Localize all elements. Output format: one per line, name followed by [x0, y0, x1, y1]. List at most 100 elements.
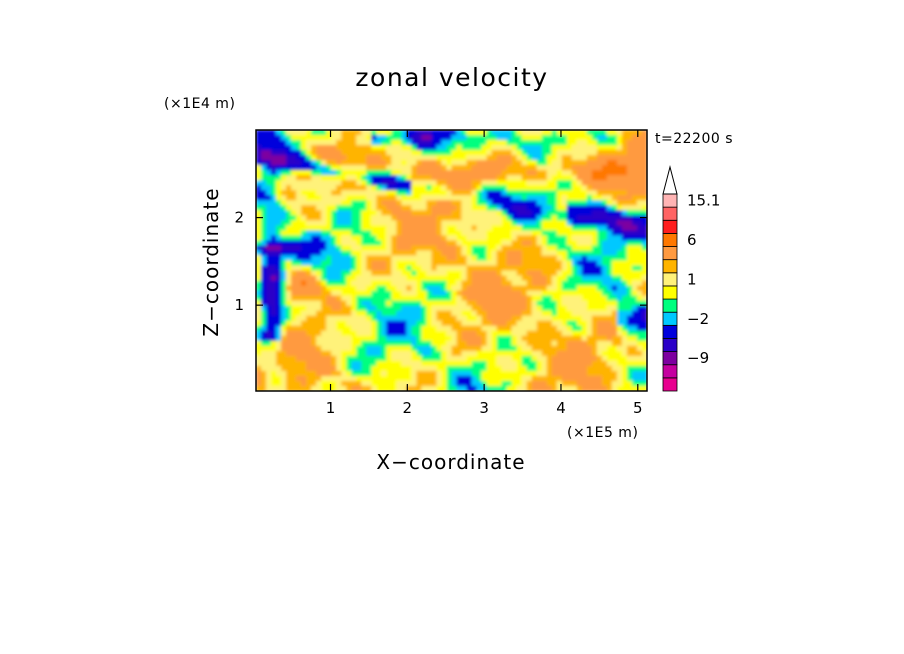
- field-cell: [496, 190, 503, 196]
- field-cell: [631, 325, 638, 332]
- field-cell: [296, 295, 302, 302]
- field-cell: [436, 180, 443, 186]
- field-cell: [276, 290, 282, 297]
- field-cell: [396, 205, 402, 211]
- field-cell: [391, 230, 397, 236]
- field-cell: [346, 345, 352, 352]
- field-cell: [371, 225, 377, 231]
- field-cell: [486, 355, 493, 362]
- field-cell: [256, 320, 262, 327]
- field-cell: [516, 310, 523, 317]
- field-cell: [391, 140, 397, 146]
- field-cell: [566, 185, 573, 191]
- field-cell: [506, 300, 513, 307]
- field-cell: [421, 190, 428, 196]
- field-cell: [546, 245, 553, 252]
- field-cell: [296, 190, 302, 196]
- field-cell: [621, 200, 628, 206]
- field-cell: [486, 325, 493, 332]
- field-cell: [501, 145, 508, 151]
- field-cell: [391, 375, 397, 382]
- field-cell: [371, 230, 377, 236]
- field-cell: [301, 325, 307, 332]
- field-cell: [451, 315, 458, 322]
- field-cell: [501, 285, 508, 292]
- field-cell: [406, 330, 412, 337]
- field-cell: [426, 380, 433, 387]
- field-cell: [371, 305, 377, 312]
- field-cell: [396, 270, 402, 277]
- field-cell: [361, 375, 367, 382]
- field-cell: [551, 150, 558, 156]
- field-cell: [371, 295, 377, 302]
- field-cell: [631, 375, 638, 382]
- field-cell: [641, 160, 647, 166]
- field-cell: [381, 360, 387, 367]
- field-cell: [606, 365, 613, 372]
- field-cell: [471, 280, 478, 287]
- field-cell: [421, 270, 428, 277]
- field-cell: [381, 205, 387, 211]
- field-cell: [601, 255, 608, 262]
- field-cell: [391, 315, 397, 322]
- field-cell: [621, 190, 628, 196]
- field-cell: [466, 315, 473, 322]
- field-cell: [391, 250, 397, 257]
- field-cell: [266, 375, 272, 382]
- field-cell: [266, 155, 272, 161]
- field-cell: [376, 325, 382, 332]
- field-cell: [511, 350, 518, 357]
- field-cell: [471, 275, 478, 282]
- field-cell: [356, 135, 362, 141]
- field-cell: [551, 360, 558, 367]
- field-cell: [581, 235, 588, 242]
- field-cell: [501, 155, 508, 161]
- field-cell: [456, 210, 463, 216]
- field-cell: [541, 295, 548, 302]
- field-cell: [571, 155, 578, 161]
- field-cell: [466, 280, 473, 287]
- field-cell: [631, 350, 638, 357]
- field-cell: [546, 155, 553, 161]
- field-cell: [336, 275, 342, 282]
- field-cell: [436, 355, 443, 362]
- field-cell: [416, 160, 423, 166]
- field-cell: [311, 205, 317, 211]
- field-cell: [446, 365, 453, 372]
- field-cell: [306, 370, 312, 377]
- field-cell: [456, 135, 463, 141]
- field-cell: [581, 210, 588, 216]
- field-cell: [431, 145, 438, 151]
- field-cell: [581, 255, 588, 262]
- field-cell: [441, 160, 448, 166]
- field-cell: [271, 205, 277, 211]
- field-cell: [276, 320, 282, 327]
- field-cell: [486, 315, 493, 322]
- field-cell: [556, 365, 563, 372]
- field-cell: [526, 335, 533, 342]
- field-cell: [546, 265, 553, 272]
- field-cell: [346, 285, 352, 292]
- field-cell: [426, 210, 433, 216]
- field-cell: [556, 225, 563, 231]
- field-cell: [461, 365, 468, 372]
- field-cell: [321, 160, 327, 166]
- field-cell: [281, 130, 287, 136]
- field-cell: [611, 190, 618, 196]
- field-cell: [386, 215, 392, 221]
- field-cell: [351, 365, 357, 372]
- field-cell: [491, 320, 498, 327]
- field-cell: [521, 185, 528, 191]
- field-cell: [256, 140, 262, 146]
- field-cell: [396, 255, 402, 262]
- field-cell: [581, 185, 588, 191]
- field-cell: [491, 370, 498, 377]
- field-cell: [471, 365, 478, 372]
- field-cell: [461, 180, 468, 186]
- field-cell: [276, 135, 282, 141]
- field-cell: [351, 305, 357, 312]
- field-cell: [276, 360, 282, 367]
- field-cell: [301, 310, 307, 317]
- field-cell: [631, 320, 638, 327]
- field-cell: [561, 165, 568, 171]
